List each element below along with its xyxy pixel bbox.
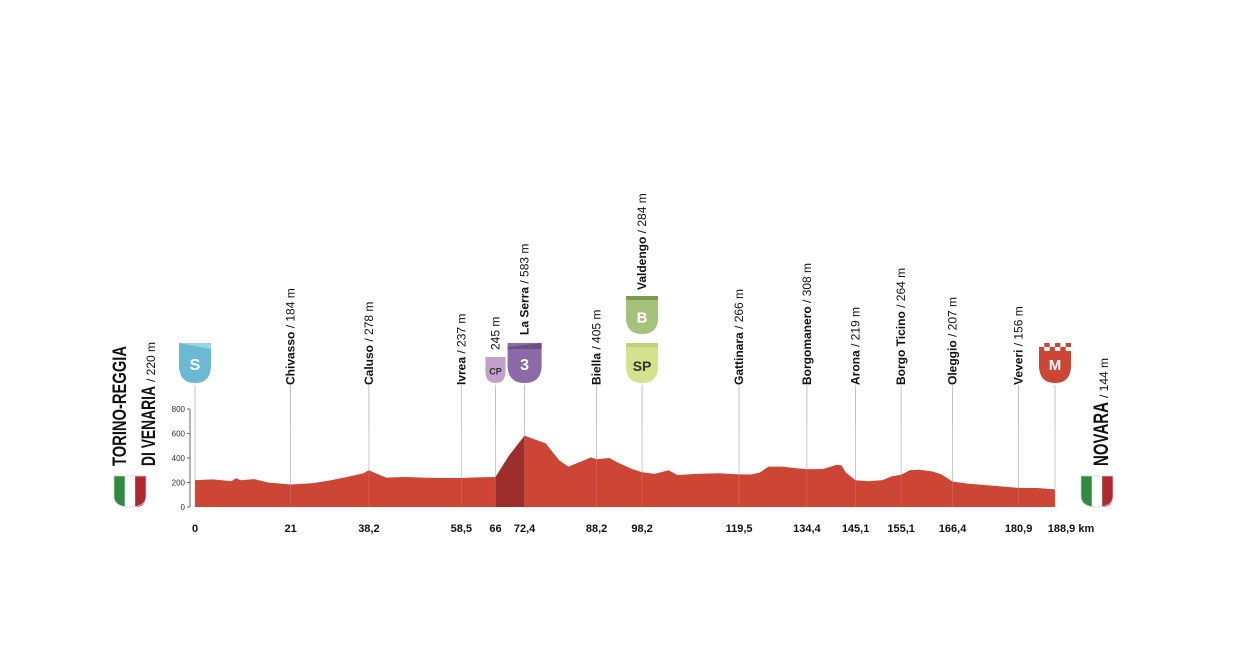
km-label: 145,1 (842, 523, 870, 535)
km-label: 155,1 (887, 523, 915, 535)
waypoint-name: Borgomanero (800, 306, 814, 385)
y-tick-label: 0 (181, 503, 186, 512)
y-tick-label: 800 (172, 405, 186, 414)
y-tick-label: 600 (172, 430, 186, 439)
km-label: 58,5 (451, 523, 472, 535)
y-axis: 0 200 400 600 800 (172, 405, 191, 512)
km-label: 72,4 (514, 523, 536, 535)
waypoint-altitude: 245 m (488, 317, 502, 350)
waypoint-altitude: / 405 m (590, 310, 604, 353)
start-badge-icon: S (179, 343, 211, 383)
waypoint-label: Arona / 219 m (849, 307, 863, 385)
bonus-badge-icon: B (626, 296, 659, 334)
waypoint-label: Borgo Ticino / 264 m (894, 268, 908, 385)
km-label: 0 (192, 523, 198, 535)
waypoint-name: Biella (590, 353, 604, 385)
waypoint-label: Chivasso / 184 m (284, 288, 298, 385)
y-tick-label: 200 (172, 479, 186, 488)
climb-segment-la-serra (495, 435, 525, 507)
waypoint-labels: Chivasso / 184 m Caluso / 278 m Ivrea / 23… (284, 193, 1026, 385)
waypoint-name: Borgo Ticino (894, 311, 908, 385)
finish-altitude: / 144 m (1097, 358, 1111, 398)
kom-cat3-badge-icon-label: 3 (520, 357, 529, 374)
km-label: 21 (284, 523, 296, 535)
start-block: TORINO-REGGIA DI VENARIA / 220 m (110, 342, 160, 508)
waypoint-name: Arona (849, 350, 863, 385)
sprint-badge-icon-label: SP (633, 358, 652, 374)
start-name-line1: TORINO-REGGIA (110, 346, 131, 466)
waypoint-name: Caluso (362, 345, 376, 385)
waypoint-name: Veveri (1012, 350, 1026, 385)
checkpoint-badge-icon: CP (485, 357, 506, 383)
waypoint-name: Chivasso (284, 332, 298, 385)
sprint-badge-icon: SP (626, 343, 659, 383)
waypoint-altitude: / 264 m (894, 268, 908, 311)
km-label: 38,2 (358, 523, 379, 535)
waypoint-altitude: / 207 m (946, 297, 960, 340)
km-label: 119,5 (726, 523, 753, 535)
y-tick-label: 400 (172, 454, 186, 463)
finish-name: NOVARA (1090, 402, 1113, 466)
start-badge-icon-label: S (190, 357, 201, 374)
waypoint-name: Valdengo (635, 237, 649, 290)
waypoint-name: Oleggio (946, 340, 960, 385)
waypoint-label: 245 m (488, 317, 502, 350)
bonus-badge-icon-label: B (637, 309, 648, 326)
waypoint-badges: S CP 3 B SP M (179, 296, 1071, 383)
waypoint-label: Caluso / 278 m (362, 302, 376, 385)
waypoint-name: La Serra (518, 287, 532, 335)
waypoint-label: Gattinara / 266 m (732, 289, 746, 385)
checkpoint-badge-icon-label: CP (489, 367, 502, 377)
waypoint-label: Valdengo / 284 m (635, 193, 649, 290)
waypoint-altitude: / 219 m (849, 307, 863, 350)
waypoint-altitude: / 266 m (732, 289, 746, 332)
waypoint-label: Borgomanero / 308 m (800, 263, 814, 385)
km-tick-labels: 0 21 38,2 58,5 66 72,4 88,2 98,2 119,5 134,4 145,1… (192, 523, 1095, 535)
finish-badge-icon-label: M (1049, 357, 1062, 374)
km-label: 188,9 km (1048, 523, 1095, 535)
waypoint-altitude: / 184 m (284, 288, 298, 331)
finish-block: NOVARA / 144 m (1080, 358, 1114, 508)
waypoint-label: Biella / 405 m (590, 310, 604, 385)
waypoint-label: Veveri / 156 m (1012, 306, 1026, 385)
waypoint-altitude: / 583 m (518, 244, 532, 287)
elevation-area (195, 435, 1055, 507)
start-name-line2: DI VENARIA (139, 386, 160, 466)
finish-badge-icon: M (1039, 343, 1071, 383)
waypoint-altitude: / 278 m (362, 302, 376, 345)
kom-cat3-badge-icon: 3 (507, 343, 542, 383)
waypoint-altitude: / 284 m (635, 193, 649, 236)
waypoint-altitude: / 308 m (800, 263, 814, 306)
start-altitude: / 220 m (144, 342, 158, 382)
italy-flag-icon (1080, 475, 1114, 508)
km-label: 166,4 (939, 523, 967, 535)
waypoint-altitude: / 237 m (454, 314, 468, 357)
waypoint-label: Oleggio / 207 m (946, 297, 960, 385)
waypoint-name: Gattinara (732, 332, 746, 385)
km-label: 134,4 (793, 523, 821, 535)
waypoint-altitude: / 156 m (1012, 306, 1026, 349)
waypoint-label: Ivrea / 237 m (454, 314, 468, 385)
km-label: 88,2 (586, 523, 607, 535)
waypoint-name: Ivrea (454, 357, 468, 385)
km-label: 66 (489, 523, 501, 535)
elevation-profile (194, 427, 1056, 507)
km-label: 98,2 (631, 523, 652, 535)
italy-flag-icon (113, 475, 147, 508)
km-label: 180,9 (1005, 523, 1033, 535)
waypoint-label: La Serra / 583 m (518, 244, 532, 335)
